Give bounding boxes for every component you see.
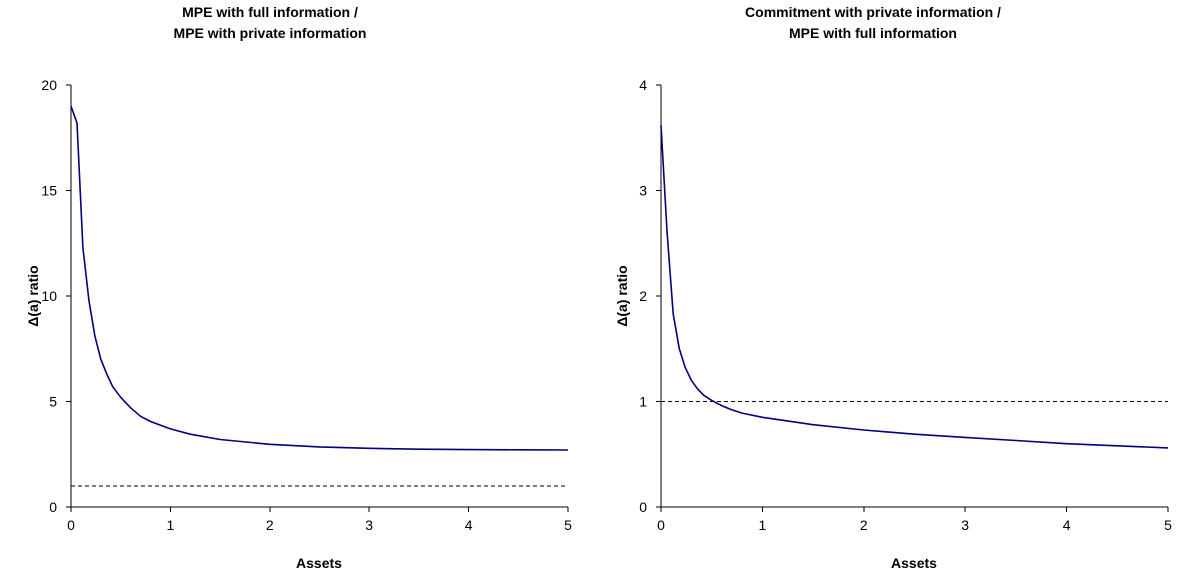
left-chart-y-axis-label: Δ(a) ratio	[25, 265, 41, 326]
right-chart-title-line-1: Commitment with private information /	[745, 4, 1001, 20]
right-chart-x-tick-label: 4	[1063, 517, 1071, 533]
right-chart-y-tick-label: 2	[639, 288, 647, 304]
right-chart-x-axis-label: Assets	[891, 555, 937, 571]
right-chart-x-tick-label: 1	[759, 517, 767, 533]
left-chart-title-line-2: MPE with private information	[174, 25, 367, 41]
right-chart-title-line-2: MPE with full information	[789, 25, 957, 41]
left-chart-y-tick-label: 10	[41, 288, 57, 304]
right-chart-y-tick-label: 3	[639, 183, 647, 199]
right-chart-y-axis-label: Δ(a) ratio	[614, 265, 630, 326]
left-chart-x-tick-label: 2	[266, 517, 274, 533]
left-chart-y-tick-label: 0	[49, 499, 57, 515]
left-chart-y-tick-label: 20	[41, 77, 57, 93]
left-chart-x-tick-label: 4	[465, 517, 473, 533]
left-chart-x-tick-label: 1	[167, 517, 175, 533]
left-chart-series-line	[70, 105, 569, 451]
right-chart-panel: Commitment with private information / MP…	[614, 4, 1172, 571]
right-chart-x-tick-label: 3	[961, 517, 969, 533]
left-chart-x-tick-label: 5	[564, 517, 572, 533]
right-chart-x-tick-label: 2	[860, 517, 868, 533]
left-chart-panel: MPE with full information / MPE with pri…	[25, 4, 572, 571]
right-chart-y-tick-label: 1	[639, 394, 647, 410]
right-chart-y-tick-label: 0	[639, 499, 647, 515]
right-chart-x-tick-label: 5	[1164, 517, 1172, 533]
right-chart-x-tick-label: 0	[657, 517, 665, 533]
right-chart-series-line	[660, 125, 1169, 449]
left-chart-x-axis-label: Assets	[296, 555, 342, 571]
left-chart-x-tick-label: 3	[365, 517, 373, 533]
right-chart-y-tick-label: 4	[639, 77, 647, 93]
left-chart-y-tick-label: 5	[49, 394, 57, 410]
left-chart-y-tick-label: 15	[41, 183, 57, 199]
left-chart-title-line-1: MPE with full information /	[182, 4, 358, 20]
left-chart-x-tick-label: 0	[67, 517, 75, 533]
